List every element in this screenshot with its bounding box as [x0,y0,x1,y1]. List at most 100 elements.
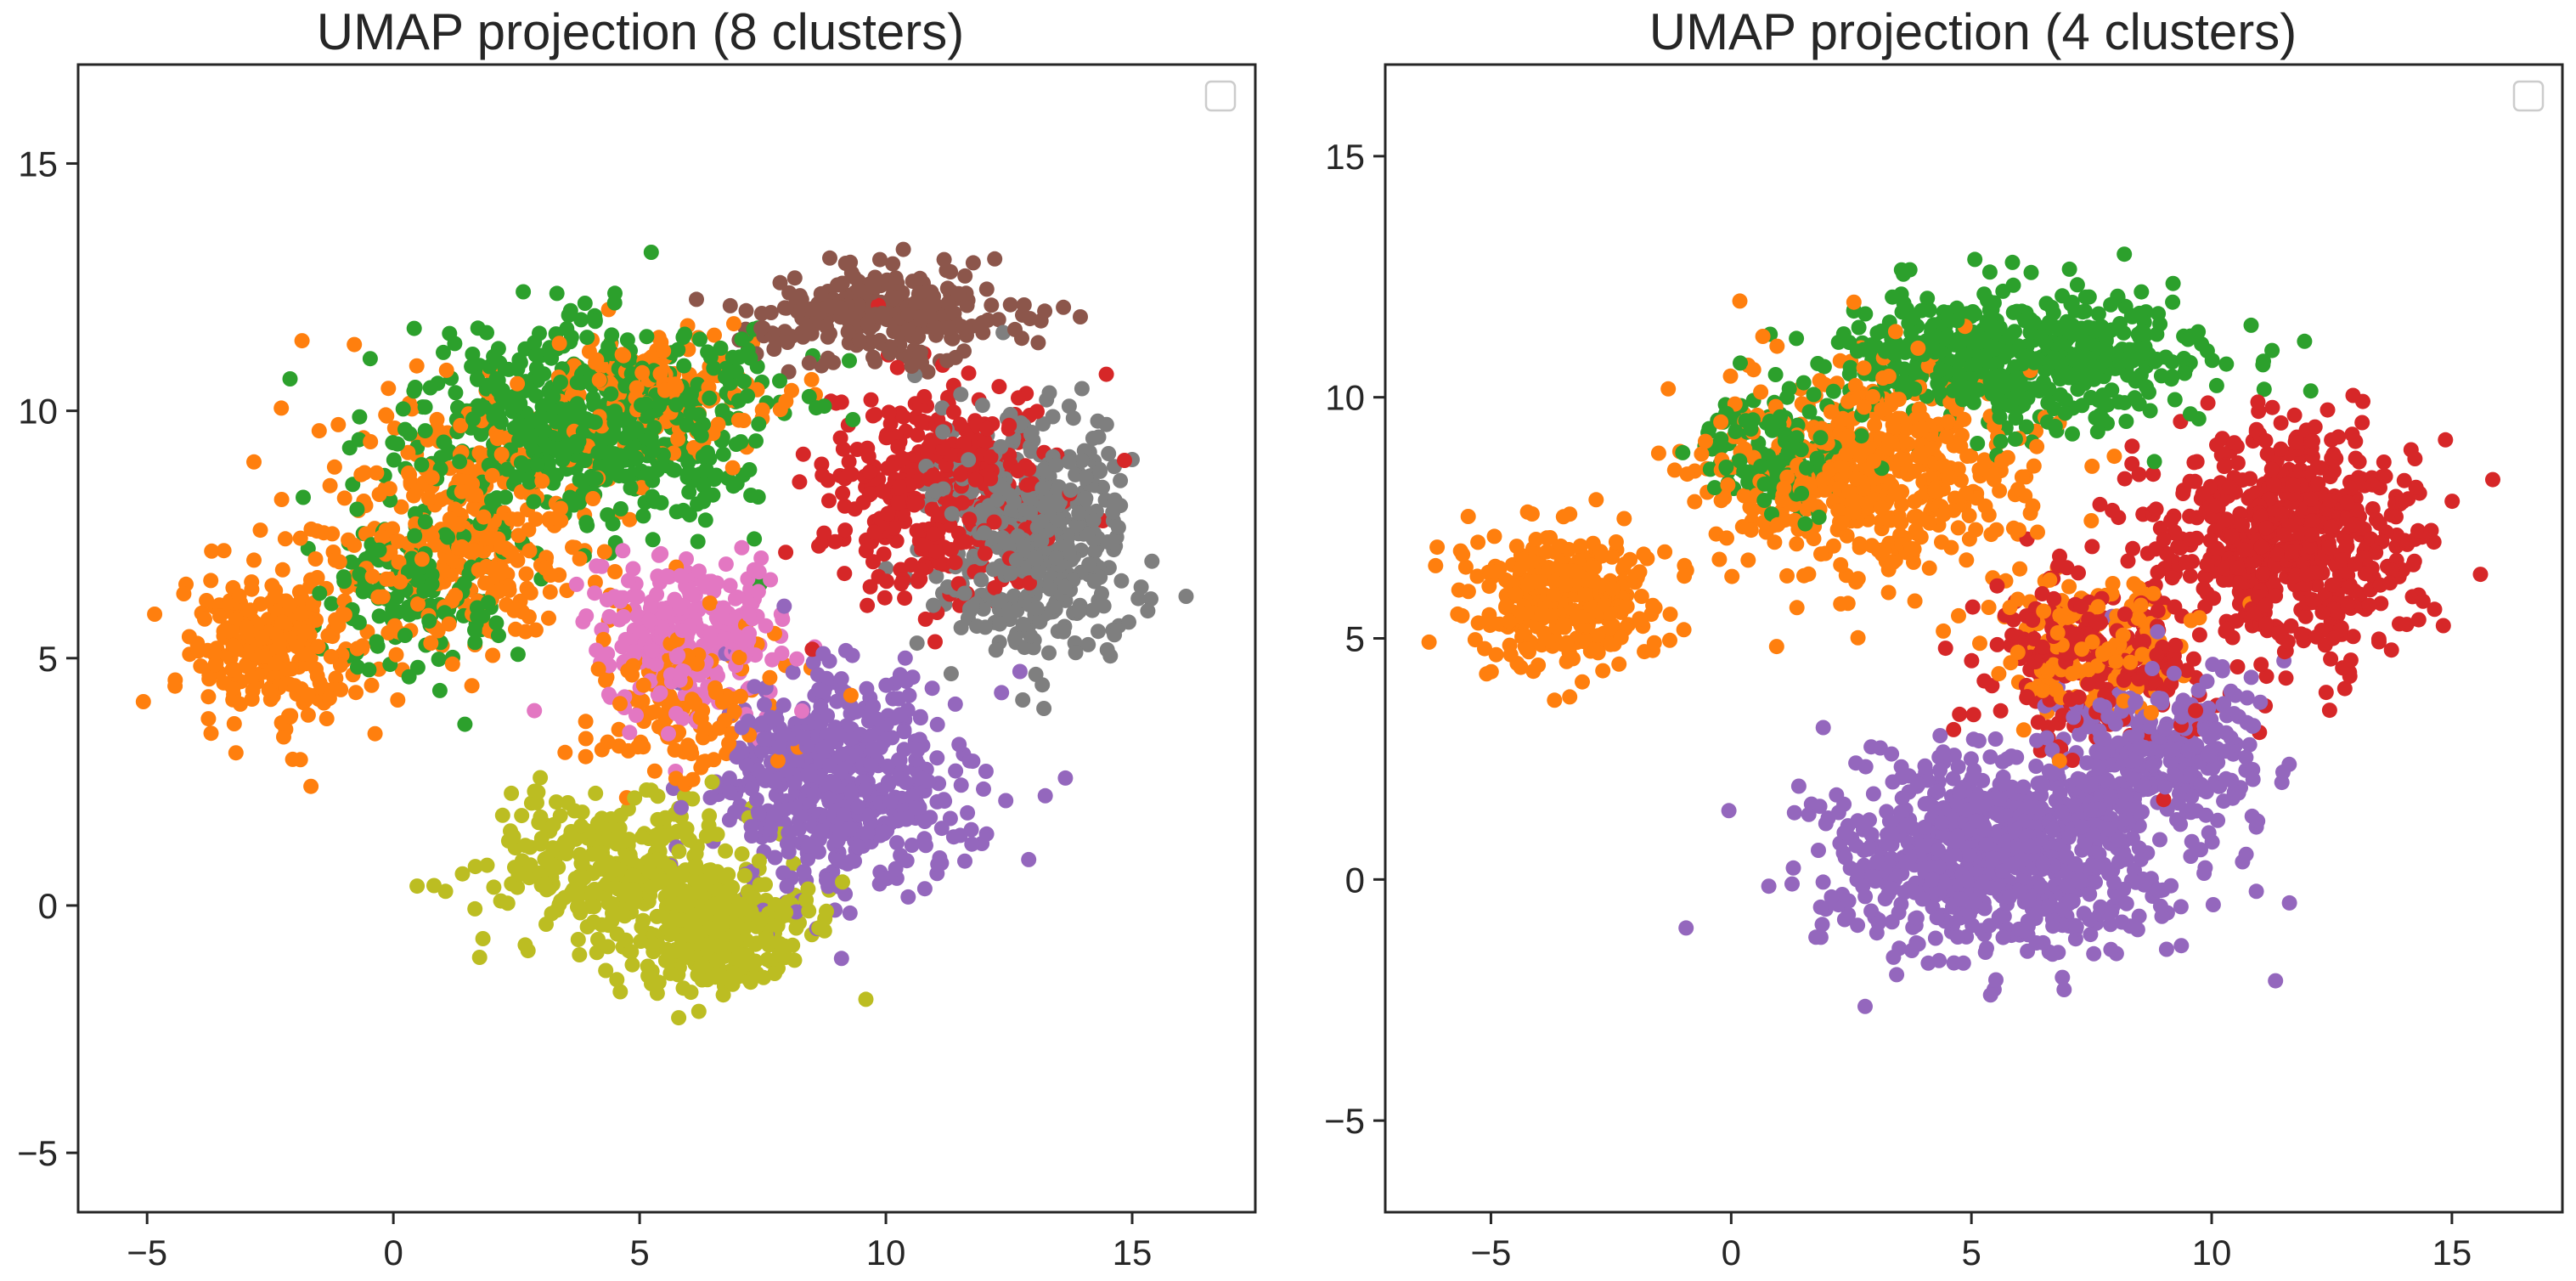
scatter-point [572,471,588,488]
scatter-point [1023,426,1039,443]
scatter-point [927,296,943,312]
scatter-point [527,347,544,363]
scatter-point [561,308,577,323]
scatter-point [300,686,316,703]
scatter-point [759,951,775,968]
scatter-point [993,439,1009,454]
scatter-point [674,799,689,815]
scatter-point [572,494,588,511]
scatter-point [577,296,593,311]
scatter-point [855,494,871,511]
scatter-point [1078,490,1094,506]
scatter-point [832,430,848,446]
scatter-point [731,349,747,365]
scatter-point [979,420,995,437]
scatter-point [1178,589,1194,604]
scatter-point [541,610,556,626]
scatter-point [310,639,326,655]
scatter-point [493,446,510,462]
scatter-point [513,455,529,471]
scatter-point [668,706,685,721]
scatter-point [609,972,625,988]
scatter-point [729,920,745,935]
scatter-point [1092,463,1108,479]
scatter-point [569,396,585,412]
scatter-point [292,530,308,546]
scatter-point [579,330,595,346]
scatter-point [635,508,651,524]
scatter-point [322,477,338,494]
scatter-point [952,466,968,482]
scatter-point [385,601,401,617]
scatter-points [1421,246,2500,1014]
scatter-point [1007,321,1023,337]
scatter-point [786,952,803,968]
scatter-point [634,919,650,935]
scatter-point [878,573,894,590]
scatter-point [965,255,981,271]
scatter-point [652,685,668,701]
scatter-point [1022,311,1038,327]
scatter-point [307,551,324,567]
scatter-point [972,317,988,333]
scatter-point [489,431,505,447]
scatter-point [604,327,620,343]
scatter-point [416,583,432,599]
scatter-point [281,708,296,724]
scatter-point [424,470,440,486]
scatter-point [904,788,920,804]
scatter-point [1113,472,1129,488]
scatter-point [985,561,1001,578]
scatter-point [707,327,722,343]
scatter-point [527,703,543,719]
scatter-point [863,728,879,744]
scatter-point [707,685,724,701]
scatter-point [350,659,365,675]
scatter-point [491,584,507,600]
scatter-point [837,498,853,514]
scatter-point [563,885,579,900]
scatter-point [512,593,528,609]
scatter-point [588,785,604,801]
scatter-point [889,359,905,375]
scatter-point [444,656,460,672]
scatter-point [767,897,783,912]
scatter-point [830,277,845,293]
scatter-point [775,697,792,714]
scatter-point [628,450,645,466]
scatter-point [763,821,779,837]
scatter-point [820,791,837,807]
scatter-point [751,564,767,580]
scatter-point [1113,573,1130,589]
scatter-point [590,932,606,947]
scatter-point [896,724,912,740]
scatter-point [370,589,386,605]
scatter-point [629,608,645,624]
scatter-point [1006,588,1022,604]
scatter-point [289,639,305,654]
scatter-point [400,563,416,579]
scatter-point [795,446,811,462]
scatter-point [2028,759,2044,774]
scatter-point [454,866,471,882]
scatter-point [233,696,248,712]
scatter-point [1130,590,1147,607]
scatter-point [683,387,699,403]
scatter-point [718,556,734,573]
scatter-point [918,838,933,854]
scatter-point [611,824,627,840]
scatter-point [407,528,423,544]
scatter-point [950,285,967,302]
scatter-point [939,353,955,369]
scatter-point [806,787,822,803]
scatter-point [998,793,1014,809]
scatter-point [850,799,866,815]
scatter-point [320,628,336,644]
scatter-point [794,703,809,719]
scatter-point [978,826,995,842]
scatter-point [670,647,686,663]
scatter-point [969,618,985,635]
scatter-point [913,415,929,431]
scatter-point [1091,429,1107,445]
